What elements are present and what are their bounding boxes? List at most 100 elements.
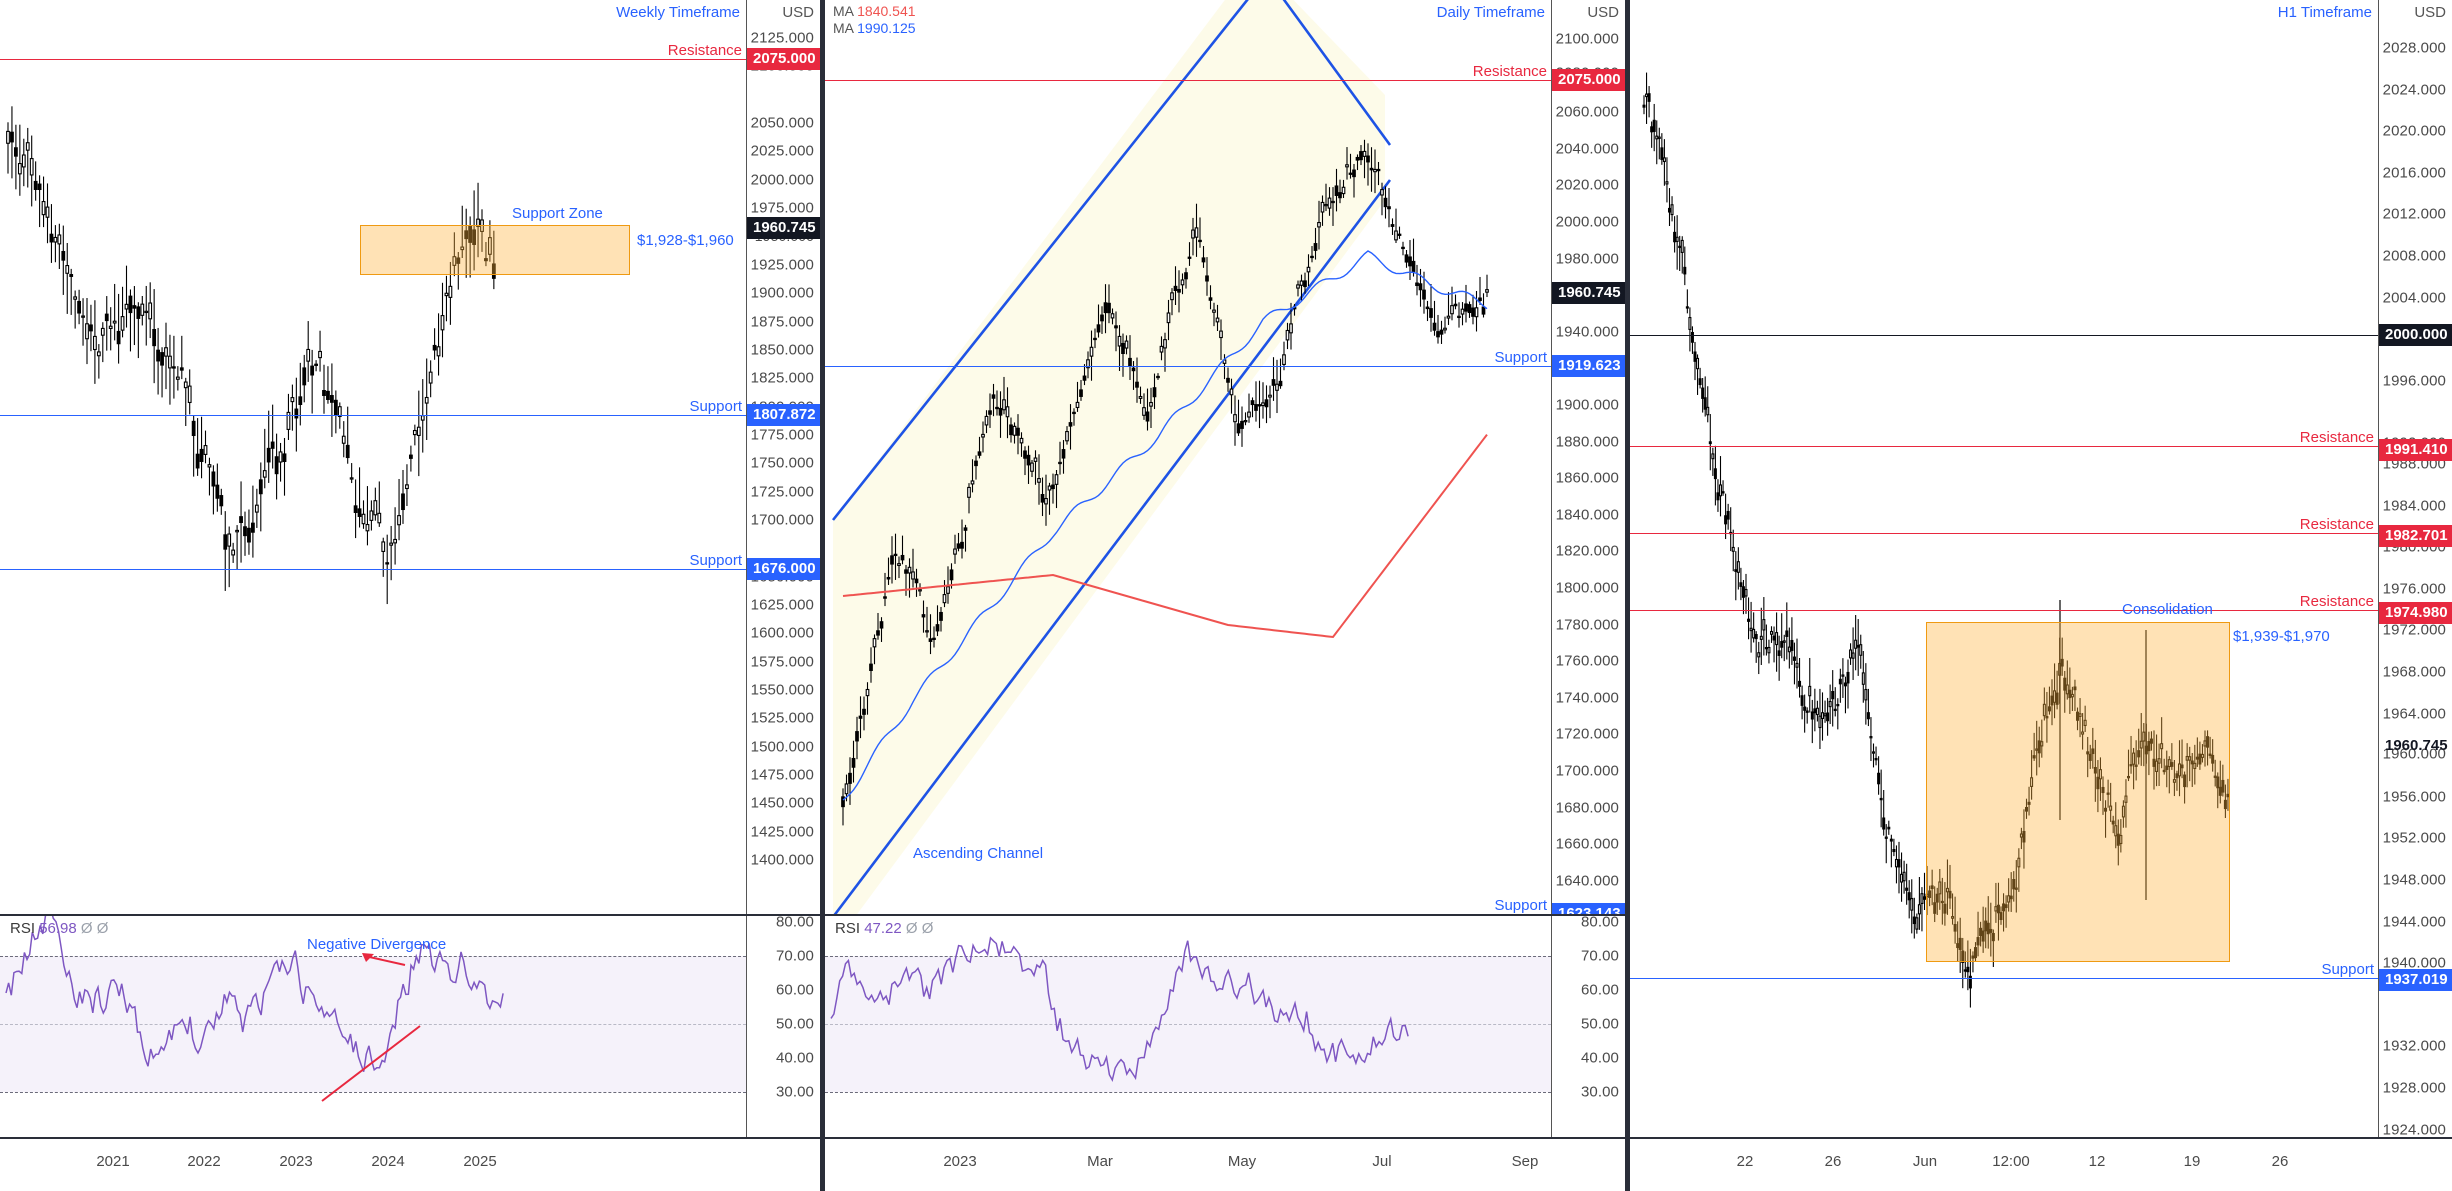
level-line-resistance-2075-daily[interactable] (825, 80, 1551, 81)
price-tick: 1700.000 (750, 511, 814, 529)
rsi-legend-name: RSI (10, 919, 36, 937)
price-tick: 1860.000 (1555, 469, 1619, 487)
price-tag-1960.745[interactable]: 1960.745 (1552, 282, 1625, 304)
price-tag-2075.000[interactable]: 2075.000 (747, 48, 820, 70)
candlestick-series-daily (831, 0, 1489, 914)
candlestick-series-h1 (1642, 72, 2230, 1008)
rsi-overbought-line-weekly (0, 955, 746, 957)
price-tick: 80.00 (775, 915, 814, 931)
price-tick: 2000.000 (1555, 213, 1619, 231)
price-tick: 1825.000 (750, 369, 814, 387)
price-tick: 2008.000 (2382, 247, 2446, 265)
level-label-support-1937: Support (2321, 961, 2374, 978)
price-tick: 1660.000 (1555, 835, 1619, 853)
rsi-midline-weekly (0, 1023, 746, 1025)
timeframe-label-h1: H1 Timeframe (2277, 4, 2372, 21)
price-tick: 1400.000 (750, 851, 814, 869)
support-zone-box-weekly[interactable] (360, 225, 630, 275)
currency-label-weekly: USD (782, 4, 814, 21)
level-label-resistance-1991: Resistance (2299, 429, 2374, 446)
price-tag-1919.623[interactable]: 1919.623 (1552, 355, 1625, 377)
price-axis-weekly[interactable]: USD 2125.0002100.0002050.0002025.0002000… (746, 0, 820, 914)
time-axis-h1[interactable]: 22 26 Jun 12:00 12 19 26 (1630, 1137, 2452, 1191)
price-tick: 1972.000 (2382, 621, 2446, 639)
time-tick: 2023 (279, 1153, 313, 1171)
price-tick: 2000.000 (750, 171, 814, 189)
price-tick: 1850.000 (750, 341, 814, 359)
rsi-axis-weekly[interactable]: 80.00 70.00 60.00 50.00 40.00 30.00 (746, 915, 820, 1138)
rsi-series-weekly (5, 915, 504, 1102)
price-tag-1807.872[interactable]: 1807.872 (747, 404, 820, 426)
price-plot-h1[interactable]: Resistance Resistance Resistance Support… (1630, 0, 2452, 1138)
time-axis-daily[interactable]: 2023 Mar May Jul Sep (825, 1137, 1625, 1191)
ma-value-2: 1990.125 (857, 20, 916, 36)
support-zone-range: $1,928-$1,960 (637, 232, 734, 249)
price-tag-1974.980[interactable]: 1974.980 (2379, 602, 2452, 624)
price-tag-1676.000[interactable]: 1676.000 (747, 558, 820, 580)
price-tag-1960.745[interactable]: 1960.745 (2385, 737, 2448, 754)
time-tick: Sep (1511, 1153, 1539, 1171)
price-plot-weekly[interactable]: Resistance Support Support Support Zone … (0, 0, 820, 914)
price-tick: 1640.000 (1555, 872, 1619, 890)
level-label-support-1807: Support (689, 398, 742, 415)
time-tick: 2024 (371, 1153, 405, 1171)
price-tick: 1924.000 (2382, 1121, 2446, 1138)
price-tag-1937.019[interactable]: 1937.019 (2379, 969, 2452, 991)
price-plot-daily[interactable]: Resistance Support Support Ascending Cha… (825, 0, 1625, 914)
price-tag-1623.143[interactable]: 1623.143 (1552, 903, 1625, 914)
level-line-resistance-2075[interactable] (0, 59, 746, 60)
time-tick: 19 (2183, 1153, 2201, 1171)
price-tag-2075.000[interactable]: 2075.000 (1552, 69, 1625, 91)
rsi-plot-daily[interactable]: RSI 47.22 Ø Ø 80.00 70.00 60.00 50.00 40.00 3… (825, 913, 1625, 1138)
time-tick: 26 (1824, 1153, 1842, 1171)
price-tick: 1964.000 (2382, 705, 2446, 723)
rsi-plot-weekly[interactable]: Negative Divergence RSI 56.98 Ø Ø 80.00 7… (0, 913, 820, 1138)
price-axis-h1[interactable]: USD 2028.000 2024.000 2020.000 2016.000 2012… (2378, 0, 2452, 1138)
price-tick: 1976.000 (2382, 580, 2446, 598)
level-line-support-1919-daily[interactable] (825, 366, 1551, 367)
time-tick: 12 (2088, 1153, 2106, 1171)
price-tick: 1575.000 (750, 653, 814, 671)
rsi-legend-extra2-daily: Ø (921, 919, 934, 937)
consolidation-zone-box-h1[interactable] (1926, 622, 2230, 962)
level-label-support-1623-daily: Support (1494, 897, 1547, 914)
consolidation-zone-label: Consolidation (2122, 601, 2213, 618)
price-axis-daily[interactable]: USD 2100.0002080.0002060.0002040.0002020… (1551, 0, 1625, 914)
level-line-2000-h1[interactable] (1630, 335, 2378, 336)
time-tick: 26 (2271, 1153, 2289, 1171)
level-line-support-1807[interactable] (0, 415, 746, 416)
level-label-resistance-daily: Resistance (1472, 63, 1547, 80)
timeframe-label-daily: Daily Timeframe (1436, 4, 1545, 21)
price-tag-1960.745[interactable]: 1960.745 (747, 217, 820, 239)
price-tick: 1840.000 (1555, 506, 1619, 524)
level-line-support-1937-h1[interactable] (1630, 978, 2378, 979)
level-line-support-1676[interactable] (0, 569, 746, 570)
price-tick: 1975.000 (750, 199, 814, 217)
ma-value-1: 1840.541 (857, 3, 916, 19)
level-line-resistance-1991-h1[interactable] (1630, 446, 2378, 447)
level-line-resistance-1982-h1[interactable] (1630, 533, 2378, 534)
price-tag-1982.701[interactable]: 1982.701 (2379, 525, 2452, 547)
price-tick: 70.00 (1580, 947, 1619, 965)
price-tick: 2012.000 (2382, 205, 2446, 223)
currency-label-h1: USD (2414, 4, 2446, 21)
price-tick: 2020.000 (2382, 122, 2446, 140)
price-tag-1991.410[interactable]: 1991.410 (2379, 439, 2452, 461)
chart-panel-daily[interactable]: Resistance Support Support Ascending Cha… (825, 0, 1625, 1191)
price-tick: 1880.000 (1555, 433, 1619, 451)
price-tick: 1940.000 (2382, 954, 2446, 972)
rsi-axis-daily[interactable]: 80.00 70.00 60.00 50.00 40.00 30.00 (1551, 915, 1625, 1138)
time-tick: 2022 (187, 1153, 221, 1171)
price-tick: 2050.000 (750, 114, 814, 132)
currency-label-daily: USD (1587, 4, 1619, 21)
time-axis-weekly[interactable]: 2021 2022 2023 2024 2025 (0, 1137, 820, 1191)
chart-panel-weekly[interactable]: Resistance Support Support Support Zone … (0, 0, 820, 1191)
price-tick: 1900.000 (750, 284, 814, 302)
panel-divider-2 (1625, 0, 1630, 1191)
level-line-resistance-1974-h1[interactable] (1630, 610, 2378, 611)
chart-panel-h1[interactable]: Resistance Resistance Resistance Support… (1630, 0, 2452, 1191)
price-tick: 1625.000 (750, 596, 814, 614)
price-tag-2000.000[interactable]: 2000.000 (2379, 324, 2452, 346)
price-tick: 1740.000 (1555, 689, 1619, 707)
